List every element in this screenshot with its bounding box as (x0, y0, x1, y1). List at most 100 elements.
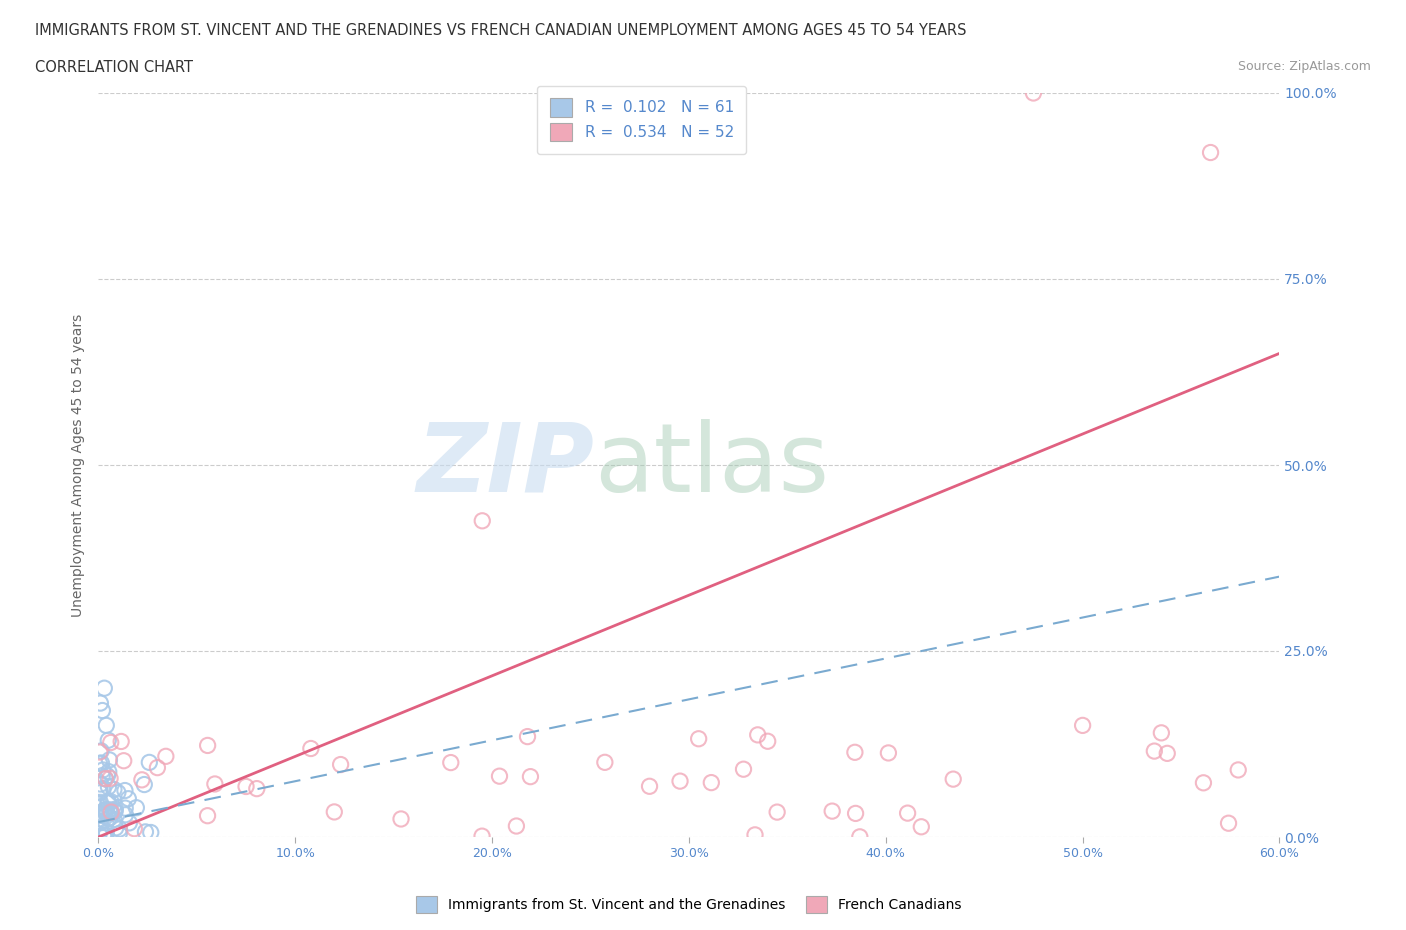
Point (1071, 718, 1094, 733)
Legend: Immigrants from St. Vincent and the Grenadines, French Canadians: Immigrants from St. Vincent and the Gren… (411, 890, 967, 919)
Point (104, 820, 127, 835)
Text: CORRELATION CHART: CORRELATION CHART (35, 60, 193, 75)
Point (669, 774, 692, 789)
Point (638, 778, 661, 793)
Point (100, 804, 122, 818)
Point (329, 757, 352, 772)
Point (96, 806, 118, 821)
Point (505, 818, 527, 833)
Text: ZIP: ZIP (416, 418, 595, 512)
Point (97, 794, 120, 809)
Point (103, 803, 125, 817)
Point (96, 825, 118, 840)
Point (593, 755, 616, 770)
Point (877, 746, 900, 761)
Point (1199, 145, 1222, 160)
Point (516, 729, 538, 744)
Text: Source: ZipAtlas.com: Source: ZipAtlas.com (1237, 60, 1371, 73)
Point (197, 808, 219, 823)
Point (246, 781, 269, 796)
Point (389, 812, 412, 827)
Point (845, 806, 868, 821)
Point (299, 741, 322, 756)
Point (96, 718, 118, 733)
Point (108, 826, 131, 841)
Point (519, 769, 541, 784)
Point (104, 802, 127, 817)
Point (89, 822, 111, 837)
Point (89, 827, 111, 842)
Point (93, 803, 115, 817)
Point (100, 804, 122, 819)
Point (821, 804, 844, 818)
Point (89, 756, 111, 771)
Point (90, 808, 112, 823)
Point (756, 734, 779, 749)
Point (117, 791, 139, 806)
Point (138, 755, 160, 770)
Point (134, 825, 156, 840)
Point (97, 779, 120, 794)
Point (90, 777, 112, 791)
Point (97, 811, 120, 826)
Point (323, 804, 346, 819)
Point (114, 801, 136, 816)
Point (733, 762, 755, 777)
Point (1218, 816, 1240, 830)
Point (1156, 746, 1178, 761)
Point (107, 785, 129, 800)
Point (96, 768, 118, 783)
Point (104, 804, 127, 818)
Point (112, 753, 135, 768)
Point (93, 804, 115, 818)
Point (204, 777, 226, 791)
Point (94, 771, 117, 786)
Point (89, 782, 111, 797)
Point (471, 829, 494, 844)
Point (118, 816, 141, 830)
Point (93, 681, 115, 696)
Point (89, 816, 111, 830)
Point (91, 763, 114, 777)
Point (89, 696, 111, 711)
Point (197, 738, 219, 753)
Point (91, 703, 114, 718)
Point (98, 810, 121, 825)
Point (87, 806, 110, 821)
Point (844, 745, 866, 760)
Point (93, 828, 115, 843)
Point (97, 764, 120, 779)
Point (90, 799, 112, 814)
Text: IMMIGRANTS FROM ST. VINCENT AND THE GRENADINES VS FRENCH CANADIAN UNEMPLOYMENT A: IMMIGRANTS FROM ST. VINCENT AND THE GREN… (35, 23, 967, 38)
Point (94, 771, 117, 786)
Point (1143, 744, 1166, 759)
Point (114, 783, 136, 798)
Point (440, 755, 463, 770)
Point (471, 513, 494, 528)
Point (1150, 725, 1173, 740)
Point (146, 760, 169, 775)
Point (103, 812, 125, 827)
Point (125, 801, 148, 816)
Point (688, 731, 710, 746)
Point (747, 727, 769, 742)
Point (96, 803, 118, 817)
Point (139, 825, 162, 840)
Legend: R =  0.102   N = 61, R =  0.534   N = 52: R = 0.102 N = 61, R = 0.534 N = 52 (537, 86, 747, 153)
Point (942, 772, 965, 787)
Point (108, 822, 131, 837)
Point (134, 777, 156, 792)
Point (110, 734, 132, 749)
Point (91, 768, 114, 783)
Point (94, 816, 117, 830)
Point (103, 782, 125, 797)
Point (910, 819, 932, 834)
Point (89, 745, 111, 760)
Point (90, 755, 112, 770)
Text: atlas: atlas (595, 418, 830, 512)
Point (849, 830, 872, 844)
Point (131, 773, 153, 788)
Point (700, 776, 723, 790)
Point (744, 828, 766, 843)
Point (766, 804, 789, 819)
